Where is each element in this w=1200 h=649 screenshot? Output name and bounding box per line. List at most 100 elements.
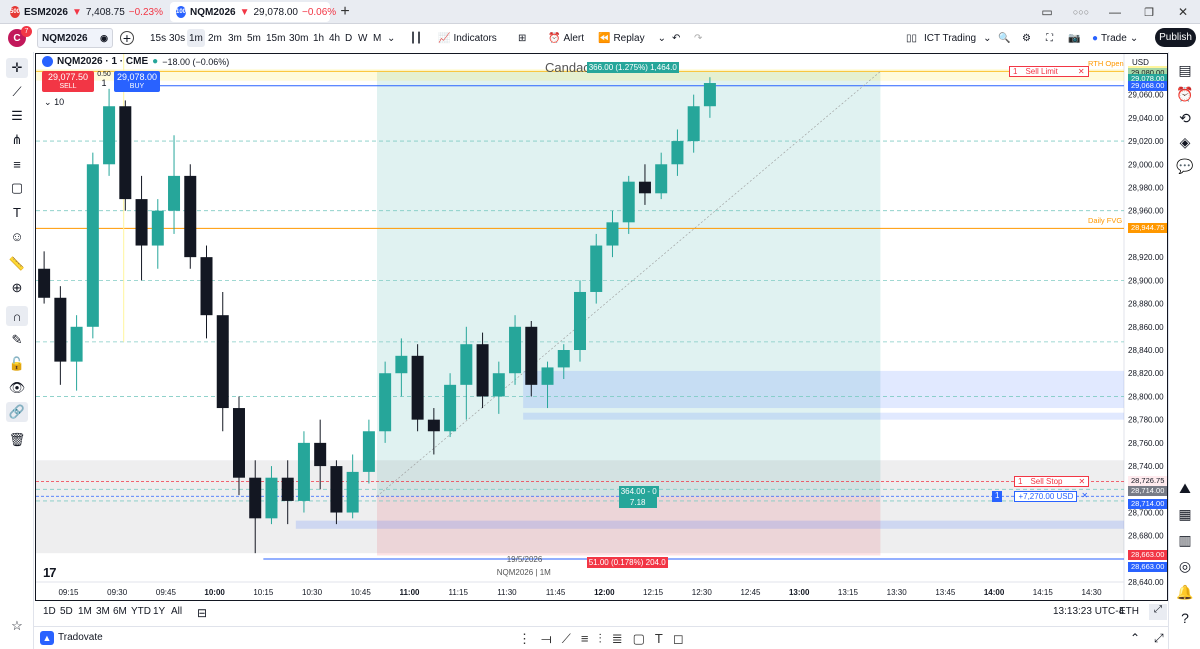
lock-icon[interactable]: 🔓 — [8, 356, 26, 371]
interval-30m[interactable]: 30m — [289, 32, 309, 44]
search-icon[interactable]: 🔍 — [998, 32, 1011, 44]
session-toggle[interactable]: ETH — [1119, 606, 1139, 617]
undo-icon[interactable]: ↶ — [672, 32, 681, 44]
templates-icon[interactable]: ⊞ — [518, 32, 527, 44]
text-icon[interactable]: T — [13, 204, 21, 220]
legend-title[interactable]: NQM2026 · 1 · CME — [57, 56, 149, 67]
indicator-collapse[interactable]: ⌄ 10 — [44, 97, 65, 107]
compare-button[interactable]: + — [120, 30, 134, 46]
layers-icon[interactable]: ◈ — [1179, 133, 1191, 150]
chat-icon[interactable]: 💬 — [1176, 157, 1194, 174]
candle-type-icon[interactable]: ┃┃ — [410, 32, 423, 44]
buy-button[interactable]: 29,078.00 BUY — [114, 71, 160, 92]
tab-esm2026[interactable]: 500 ESM2026 ▼ 7,408.75 −0.23% ✕ — [4, 2, 179, 22]
interval-2m[interactable]: 2m — [208, 32, 222, 44]
eye-icon[interactable]: 👁 — [8, 380, 26, 395]
chevron-down-icon[interactable]: ⌄ — [657, 32, 666, 44]
eye-icon[interactable]: ◉ — [100, 32, 108, 43]
interval-15m[interactable]: 15m — [266, 32, 286, 44]
symbol-search[interactable]: NQM2026 ◉ — [37, 28, 113, 48]
close-icon[interactable]: ✕ — [1081, 491, 1089, 501]
interval-30s[interactable]: 30s — [169, 32, 186, 44]
pattern-icon[interactable]: ⛰ — [1179, 479, 1191, 496]
range-6m[interactable]: 6M — [113, 606, 127, 617]
tab-nqm2026[interactable]: 100 NQM2026 ▼ 29,078.00 −0.06% — [170, 2, 336, 22]
data-window-icon[interactable]: ▥ — [1178, 531, 1192, 548]
crosshair-icon[interactable]: ✛ — [6, 58, 28, 78]
fullscreen-icon[interactable]: ⛶ — [1046, 32, 1053, 44]
date-range-icon[interactable]: ⊟ — [197, 606, 208, 620]
indicators-button[interactable]: 📈 Indicators — [438, 32, 497, 44]
sell-button[interactable]: 29,077.50 SELL — [42, 71, 94, 92]
trend-line-icon[interactable]: ⟋ — [12, 84, 22, 99]
horizontal-lines-icon[interactable]: ☰ — [11, 108, 23, 123]
zoom-in-icon[interactable]: ⊕ — [11, 280, 23, 295]
close-icon[interactable]: ✕ — [1078, 477, 1086, 487]
range-3m[interactable]: 3M — [96, 606, 110, 617]
sell-stop-order[interactable]: 1 Sell Stop ✕ — [1014, 476, 1090, 488]
interval-1h[interactable]: 1h — [313, 32, 325, 44]
range-5d[interactable]: 5D — [60, 606, 73, 617]
notifications-icon[interactable]: 🔔 — [1176, 583, 1194, 600]
ruler-icon[interactable]: 📏 — [8, 256, 26, 271]
replay-button[interactable]: ⏪ Replay ⌄ — [598, 32, 666, 44]
help-icon[interactable]: ? — [1181, 610, 1189, 626]
interval-3m[interactable]: 3m — [228, 32, 242, 44]
qty-box[interactable]: 0.50 1 — [96, 71, 112, 88]
chevron-up-icon[interactable]: ⌃ — [1130, 631, 1141, 645]
layout-icon[interactable]: ▭ — [1041, 5, 1053, 19]
chevron-down-icon[interactable]: ⌄ — [387, 32, 396, 44]
range-1y[interactable]: 1Y — [153, 606, 166, 617]
interval-M[interactable]: M — [373, 32, 382, 44]
interval-1m[interactable]: 1m — [187, 29, 205, 47]
range-ytd[interactable]: YTD — [131, 606, 151, 617]
position-order[interactable]: 1 +7,270.00 USD ✕ — [992, 491, 1089, 503]
close-window-icon[interactable]: ✕ — [1177, 5, 1189, 19]
range-1d[interactable]: 1D — [43, 606, 56, 617]
sell-limit-order[interactable]: 1 Sell Limit ✕ — [1009, 66, 1089, 78]
broadcast-icon[interactable]: ◎ — [1178, 557, 1192, 574]
trash-icon[interactable]: 🗑 — [8, 432, 26, 447]
new-tab-button[interactable]: + — [340, 3, 350, 20]
broker-name[interactable]: Tradovate — [58, 632, 103, 643]
interval-4h[interactable]: 4h — [329, 32, 341, 44]
settings-icon[interactable]: ⚙ — [1022, 32, 1031, 44]
restore-icon[interactable]: ❐ — [1144, 6, 1154, 19]
settings-toggle-icon[interactable]: ⤢ — [1149, 604, 1167, 620]
stop-pill[interactable]: 51.00 (0.178%) 204.0 — [586, 557, 668, 569]
camera-icon[interactable]: 📷 — [1068, 32, 1081, 44]
pitchfork-icon[interactable]: ⋔ — [11, 132, 23, 147]
layout-button[interactable]: ▯▯ ICT Trading ⌄ — [906, 32, 992, 44]
redo-icon[interactable]: ↷ — [694, 32, 703, 44]
publish-button[interactable]: Publish — [1155, 28, 1196, 47]
more-icon[interactable]: ○○○ — [1072, 7, 1090, 17]
target-pill[interactable]: 366.00 (1.275%) 1,464.0 — [586, 62, 679, 74]
rectangle-icon[interactable]: ▢ — [10, 180, 24, 195]
link-icon[interactable]: 🔗 — [6, 402, 28, 422]
interval-15s[interactable]: 15s — [150, 32, 167, 44]
fib-icon[interactable]: ≡ — [13, 156, 21, 172]
chart-pane[interactable]: 29,060.00 29,040.00 29,020.00 29,000.00 28,9… — [35, 53, 1168, 601]
watchlist-icon[interactable]: ▤ — [1178, 61, 1192, 78]
trade-button[interactable]: ● Trade ⌄ — [1092, 32, 1139, 44]
range-1m[interactable]: 1M — [78, 606, 92, 617]
price-chart[interactable]: 29,060.00 29,040.00 29,020.00 29,000.00 28,9… — [36, 54, 1168, 601]
clock[interactable]: 13:13:23 UTC-4 — [1053, 606, 1125, 617]
expand-icon[interactable]: ⤢ — [1154, 631, 1164, 645]
center-pill-top[interactable]: 364.00 - 0 — [618, 486, 659, 498]
interval-W[interactable]: W — [358, 32, 368, 44]
star-icon[interactable]: ☆ — [11, 618, 23, 633]
history-icon[interactable]: ⟲ — [1179, 109, 1191, 126]
close-icon[interactable]: ✕ — [1077, 67, 1085, 77]
range-all[interactable]: All — [171, 606, 183, 617]
alerts-clock-icon[interactable]: ⏰ — [1176, 85, 1194, 102]
alert-button[interactable]: ⏰ Alert — [548, 32, 585, 44]
drawing-quick-tools[interactable]: ⋮⟞⟋≡⫶≣▢T◻ — [518, 631, 694, 646]
interval-5m[interactable]: 5m — [247, 32, 261, 44]
currency-label[interactable]: USD — [1132, 58, 1149, 67]
calendar-icon[interactable]: ▦ — [1178, 505, 1192, 522]
pencil-lock-icon[interactable]: ✎ — [11, 332, 23, 347]
magnet-icon[interactable]: ∩ — [6, 306, 28, 326]
center-pill-bottom[interactable]: 7.18 — [618, 497, 657, 509]
interval-D[interactable]: D — [345, 32, 353, 44]
